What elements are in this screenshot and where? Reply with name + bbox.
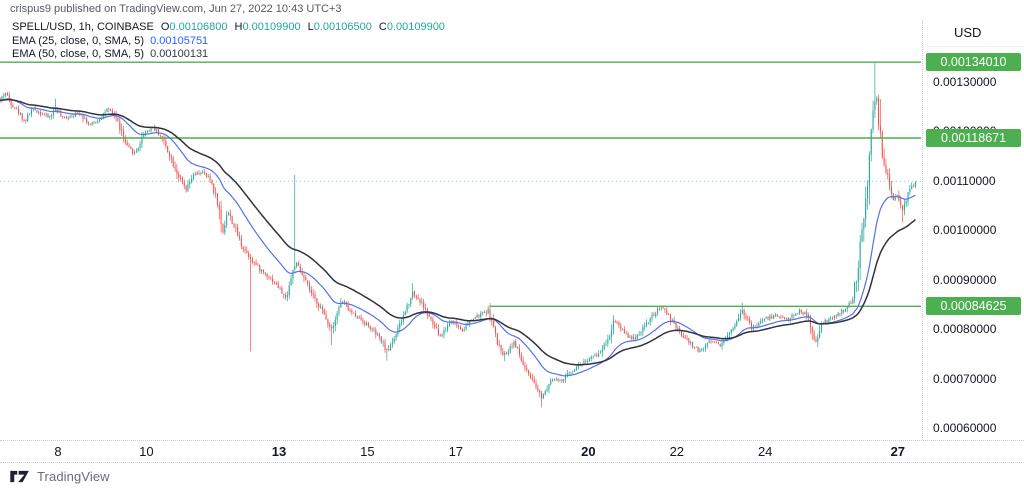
date-tick-label: 24 xyxy=(757,444,773,459)
price-tick-label: 0.00100000 xyxy=(933,223,997,238)
footer: TradingView xyxy=(10,469,110,484)
ohlc-l-value: L0.00106500 xyxy=(307,21,372,33)
tradingview-logo-icon xyxy=(10,470,31,483)
ohlc-c-value: C0.00109900 xyxy=(378,21,445,33)
level-price-label[interactable]: 0.00084625 xyxy=(926,297,1021,316)
indicator-value: 0.00105751 xyxy=(150,34,209,47)
price-tick-label: 0.00060000 xyxy=(933,421,997,435)
date-tick-label: 20 xyxy=(581,444,596,459)
ema25-line xyxy=(0,98,916,377)
currency-label[interactable]: USD xyxy=(954,25,982,40)
date-tick-label: 8 xyxy=(54,444,62,459)
indicator-label: EMA (50, close, 0, SMA, 5) xyxy=(12,48,145,60)
ohlc-h-value: H0.00109900 xyxy=(234,21,301,33)
date-tick-label: 27 xyxy=(890,444,906,459)
level-price-label[interactable]: 0.00134010 xyxy=(926,53,1021,72)
symbol-legend-row: SPELL/USD, 1h, COINBASE O0.00106800 H0.001… xyxy=(12,21,445,34)
chart-legend: SPELL/USD, 1h, COINBASE O0.00106800 H0.001… xyxy=(12,21,445,62)
date-tick-label: 17 xyxy=(448,444,464,459)
ema50-line xyxy=(0,98,916,366)
chart-pane[interactable] xyxy=(0,0,922,440)
ohlc-o-value: O0.00106800 xyxy=(160,21,228,33)
indicator-value: 0.00100131 xyxy=(150,48,209,60)
indicator-label: EMA (25, close, 0, SMA, 5) xyxy=(12,34,145,47)
attribution-text: crispus9 published on TradingView.com, J… xyxy=(10,3,342,15)
price-axis-header: USD xyxy=(923,20,1024,47)
tradingview-logo-text[interactable]: TradingView xyxy=(37,469,110,484)
indicator-row-ema25[interactable]: EMA (25, close, 0, SMA, 5) 0.00105751 xyxy=(12,35,445,48)
time-axis[interactable]: 8 10 13 15 17 20 22 24 27 xyxy=(0,440,1024,463)
symbol-title[interactable]: SPELL/USD, 1h, COINBASE xyxy=(12,21,154,33)
level-price-label[interactable]: 0.00118671 xyxy=(926,129,1021,147)
date-tick-label: 13 xyxy=(271,444,287,459)
price-tick-label: 0.00130000 xyxy=(933,75,997,89)
price-tick-label: 0.00080000 xyxy=(933,322,997,337)
date-tick-label: 10 xyxy=(139,444,154,459)
price-tick-label: 0.00090000 xyxy=(933,272,997,287)
date-tick-label: 22 xyxy=(669,444,685,459)
indicator-row-ema50[interactable]: EMA (50, close, 0, SMA, 5) 0.00100131 xyxy=(12,48,445,61)
date-tick-label: 15 xyxy=(360,444,375,459)
price-tick-label: 0.00110000 xyxy=(933,173,996,188)
price-axis[interactable]: USD 0.001300000.001200000.001100000.0010… xyxy=(922,20,1024,462)
price-tick-label: 0.00070000 xyxy=(933,371,997,386)
